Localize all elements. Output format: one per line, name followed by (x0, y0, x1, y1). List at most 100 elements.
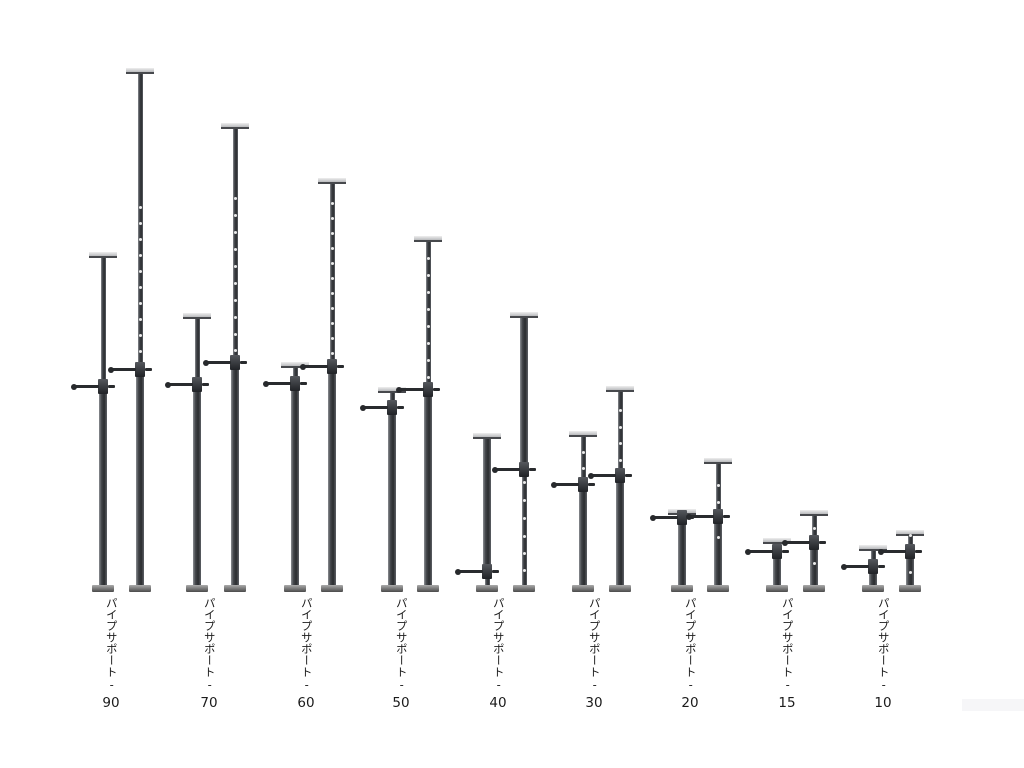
handle-bar (400, 388, 424, 391)
pin-hole (138, 301, 142, 305)
label-hyphen: - (104, 677, 119, 692)
handle-knob (745, 549, 751, 555)
outer-pipe (521, 468, 527, 587)
pin-hole (138, 365, 142, 369)
product-label: パイプサポート- 50 (389, 597, 413, 711)
handle-knob (360, 405, 366, 411)
base-plate (572, 585, 594, 592)
top-plate (569, 431, 597, 437)
outer-pipe (328, 365, 336, 587)
pin-hole (138, 237, 142, 241)
handle-knob (551, 482, 557, 488)
adjusting-nut (98, 379, 108, 394)
pin-hole (330, 351, 334, 355)
outer-pipe (424, 388, 432, 587)
outer-pipe (810, 541, 818, 587)
adjusting-nut (482, 564, 492, 579)
outer-pipe (136, 368, 144, 587)
pin-hole (330, 291, 334, 295)
inner-pipe (194, 317, 200, 387)
product-name: パイプサポート- (395, 597, 409, 692)
handle-bar (786, 541, 810, 544)
product-label: パイプサポート- 20 (678, 597, 702, 711)
product-name-text: パイプサポート (587, 597, 602, 678)
adjusting-nut (135, 362, 145, 377)
product-label: パイプサポート- 30 (582, 597, 606, 711)
product-size: 20 (681, 694, 699, 711)
product-label: パイプサポート- 15 (775, 597, 799, 711)
inner-pipe (715, 462, 721, 519)
handle-knob (782, 540, 788, 546)
pin-hole (330, 216, 334, 220)
base-plate (381, 585, 403, 592)
pin-hole (426, 341, 430, 345)
pin-hole (716, 500, 720, 504)
adjusting-nut (868, 559, 878, 574)
handle-nub (723, 515, 730, 518)
pin-hole (426, 375, 430, 379)
inner-pipe (811, 514, 817, 545)
product-name: パイプサポート- (491, 597, 506, 692)
inner-pipe (679, 513, 685, 520)
pin-hole (812, 561, 816, 565)
handle-bar (112, 368, 136, 371)
base-plate (186, 585, 208, 592)
handle-nub (108, 385, 115, 388)
pin-hole (908, 570, 912, 574)
inner-pipe (100, 256, 106, 389)
pin-hole (233, 315, 237, 319)
inner-pipe (580, 435, 586, 487)
inner-pipe (870, 549, 876, 569)
handle-nub (240, 361, 247, 364)
outer-pipe (869, 565, 877, 587)
inner-pipe (329, 182, 335, 369)
handle-nub (145, 368, 152, 371)
pin-hole (138, 285, 142, 289)
inner-pipe (774, 542, 780, 554)
base-plate (476, 585, 498, 592)
adjusting-nut (290, 376, 300, 391)
handle-nub (687, 516, 694, 519)
top-plate (510, 312, 538, 318)
outer-pipe (193, 383, 201, 587)
adjusting-nut (423, 382, 433, 397)
top-plate (606, 386, 634, 392)
top-plate (126, 68, 154, 74)
pin-hole (233, 348, 237, 352)
handle-nub (337, 365, 344, 368)
pin-hole (618, 441, 622, 445)
inner-pipe (292, 366, 298, 386)
pin-hole (233, 281, 237, 285)
product-name-text: パイプサポート (876, 597, 891, 678)
base-plate (417, 585, 439, 592)
handle-bar (654, 516, 678, 519)
handle-bar (592, 474, 616, 477)
top-plate (414, 236, 442, 242)
outer-pipe (99, 385, 107, 587)
pin-hole (233, 264, 237, 268)
pin-hole (812, 526, 816, 530)
label-hyphen: - (780, 677, 795, 692)
top-plate (221, 123, 249, 129)
handle-knob (263, 381, 269, 387)
handle-nub (915, 550, 922, 553)
label-hyphen: - (876, 677, 891, 692)
pin-hole (138, 317, 142, 321)
adjusting-nut (905, 544, 915, 559)
base-plate (707, 585, 729, 592)
product-name-text: パイプサポート (104, 597, 119, 678)
pin-hole (522, 568, 526, 572)
product-size: 60 (297, 694, 315, 711)
pin-hole (581, 466, 585, 470)
label-hyphen: - (491, 677, 506, 692)
pin-hole (716, 535, 720, 539)
